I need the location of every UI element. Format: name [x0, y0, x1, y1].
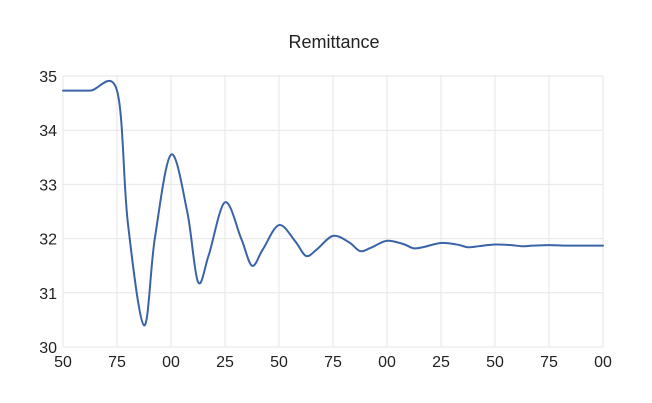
x-tick-label: 75: [324, 354, 342, 371]
x-tick-label: 75: [108, 354, 126, 371]
x-tick-label: 50: [486, 354, 504, 371]
x-tick-label: 00: [378, 354, 396, 371]
series-layer: [62, 79, 604, 327]
y-tick-label: 30: [39, 340, 57, 357]
x-tick-label: 50: [54, 354, 72, 371]
x-tick-label: 00: [162, 354, 180, 371]
chart-title: Remittance: [288, 32, 379, 52]
x-tick-label: 25: [216, 354, 234, 371]
y-tick-label: 33: [39, 177, 57, 194]
y-tick-label: 32: [39, 232, 57, 249]
x-tick-label: 75: [540, 354, 558, 371]
grid: [62, 75, 604, 348]
y-tick-label: 31: [39, 286, 57, 303]
x-tick-label: 50: [270, 354, 288, 371]
y-tick-label: 35: [39, 69, 57, 86]
y-axis-ticks: 30 31 32 33 34 35: [39, 69, 57, 357]
x-axis-ticks: 50 75 00 25 50 75 00 25 50 75 00: [54, 354, 612, 371]
series-line-0: [62, 79, 604, 327]
x-tick-label: 00: [594, 354, 612, 371]
y-tick-label: 34: [39, 123, 57, 140]
x-tick-label: 25: [432, 354, 450, 371]
